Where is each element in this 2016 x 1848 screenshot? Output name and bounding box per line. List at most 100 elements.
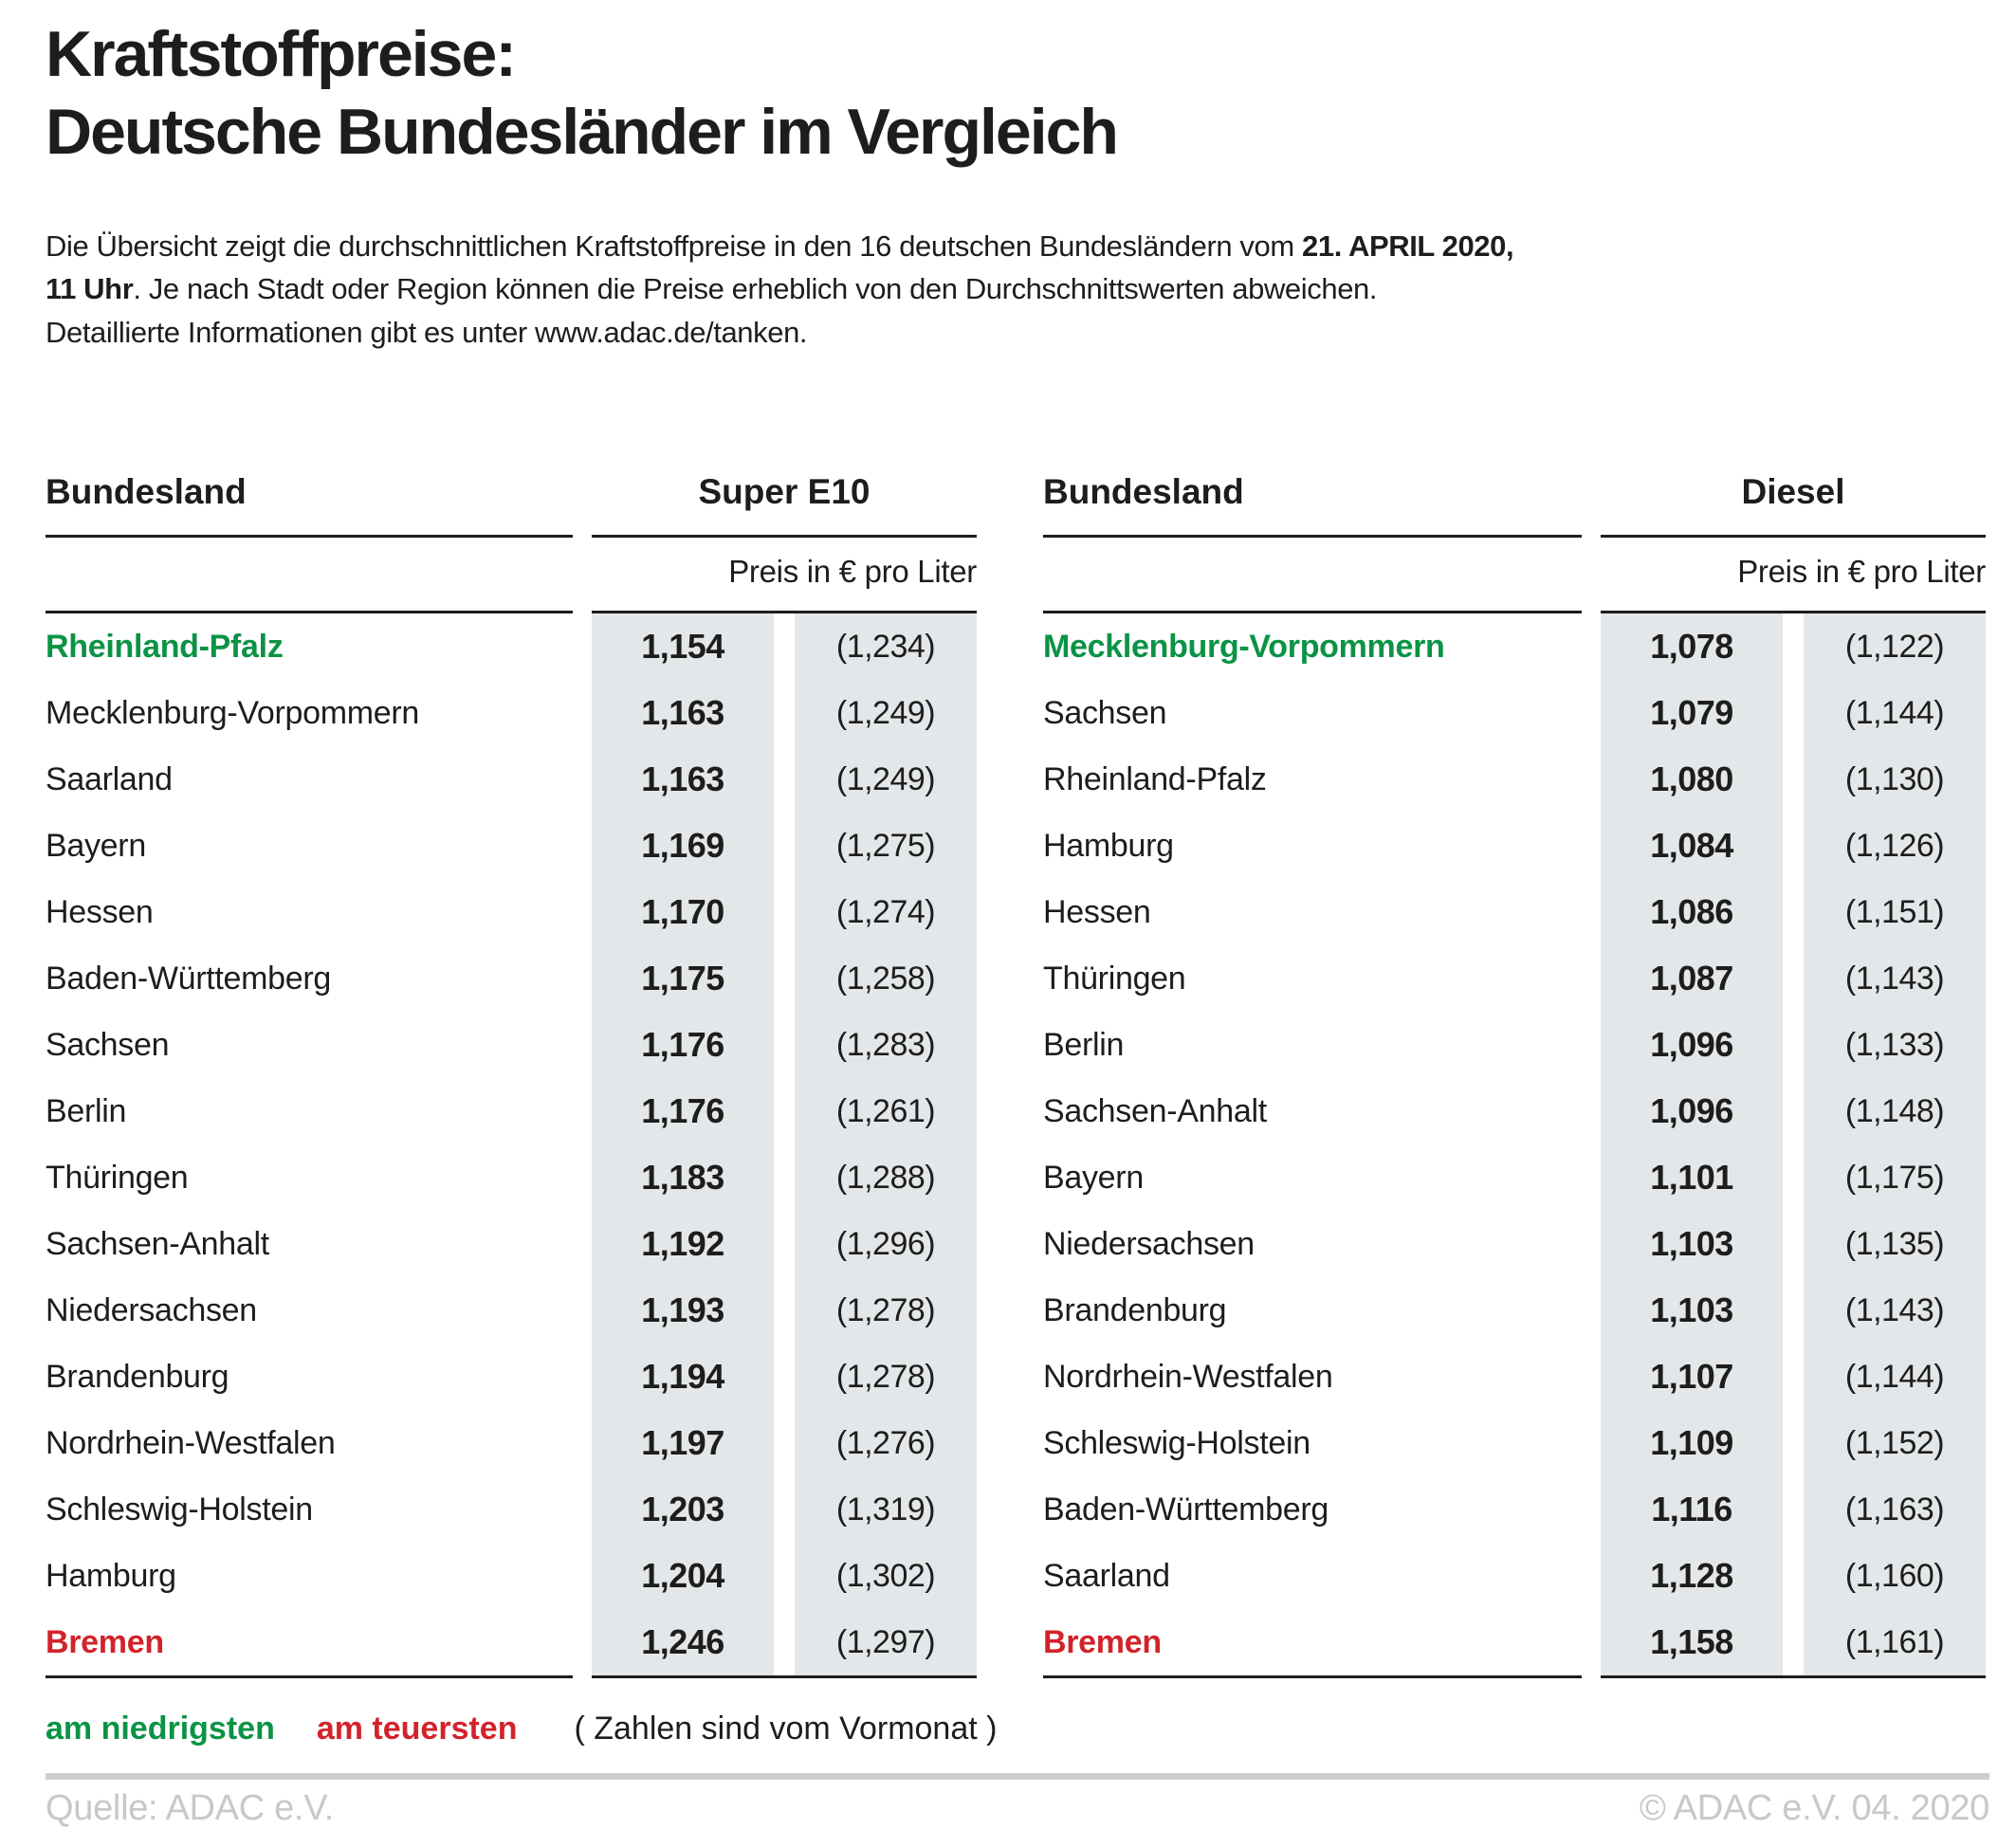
source-label: Quelle: ADAC e.V.	[46, 1788, 335, 1828]
page-title-line1: Kraftstoffpreise:	[46, 18, 517, 90]
table-row: Sachsen 1,079 (1,144)	[1043, 680, 1986, 746]
bundesland-name: Sachsen	[1043, 694, 1167, 731]
price-previous: (1,319)	[795, 1476, 977, 1543]
price-current: 1,176	[592, 1078, 774, 1144]
price-current: 1,087	[1601, 945, 1783, 1012]
price-previous: (1,163)	[1804, 1476, 1986, 1543]
bundesland-name: Saarland	[1043, 1557, 1170, 1594]
price-current: 1,169	[592, 813, 774, 879]
price-current: 1,197	[592, 1410, 774, 1476]
price-current: 1,192	[592, 1211, 774, 1277]
bundesland-name: Hessen	[1043, 893, 1151, 930]
footer: Quelle: ADAC e.V. © ADAC e.V. 04. 2020	[46, 1788, 1989, 1829]
bundesland-name: Hessen	[46, 893, 154, 930]
table-row: Bayern 1,101 (1,175)	[1043, 1144, 1986, 1211]
page-title: Kraftstoffpreise: Deutsche Bundesländer …	[46, 15, 1119, 172]
table-body: Mecklenburg-Vorpommern 1,078 (1,122) Sac…	[1043, 613, 1986, 1675]
price-current: 1,176	[592, 1012, 774, 1078]
price-previous: (1,160)	[1804, 1543, 1986, 1609]
bundesland-name: Bremen	[46, 1623, 164, 1660]
bundesland-name: Nordrhein-Westfalen	[46, 1424, 336, 1461]
price-current: 1,107	[1601, 1344, 1783, 1410]
table-row: Saarland 1,163 (1,249)	[46, 746, 977, 813]
price-previous: (1,296)	[795, 1211, 977, 1277]
price-previous: (1,288)	[795, 1144, 977, 1211]
intro-time: 11 Uhr	[46, 272, 134, 306]
intro-date: 21. APRIL 2020,	[1302, 229, 1514, 263]
legend: am niedrigsten am teuersten ( Zahlen sin…	[46, 1711, 997, 1747]
intro-line3: Detaillierte Informationen gibt es unter…	[46, 315, 808, 349]
table-row: Mecklenburg-Vorpommern 1,163 (1,249)	[46, 680, 977, 746]
price-current: 1,175	[592, 945, 774, 1012]
price-current: 1,183	[592, 1144, 774, 1211]
bundesland-name: Saarland	[46, 760, 173, 797]
legend-lowest: am niedrigsten	[46, 1711, 275, 1747]
price-current: 1,101	[1601, 1144, 1783, 1211]
bundesland-name: Nordrhein-Westfalen	[1043, 1358, 1333, 1395]
bundesland-name: Baden-Württemberg	[1043, 1491, 1329, 1528]
legend-highest: am teuersten	[316, 1711, 518, 1747]
header-rule	[592, 535, 977, 538]
header-rule	[46, 611, 573, 613]
table-row: Bremen 1,246 (1,297)	[46, 1609, 977, 1675]
table-row: Berlin 1,096 (1,133)	[1043, 1012, 1986, 1078]
price-current: 1,154	[592, 613, 774, 680]
price-previous: (1,276)	[795, 1410, 977, 1476]
column-header-bundesland: Bundesland	[46, 472, 247, 511]
bundesland-name: Sachsen-Anhalt	[1043, 1092, 1267, 1129]
page-title-line2: Deutsche Bundesländer im Vergleich	[46, 96, 1119, 169]
price-current: 1,116	[1601, 1476, 1783, 1543]
table-row: Niedersachsen 1,193 (1,278)	[46, 1277, 977, 1344]
unit-label: Preis in € pro Liter	[728, 554, 977, 589]
price-previous: (1,275)	[795, 813, 977, 879]
price-previous: (1,283)	[795, 1012, 977, 1078]
bundesland-name: Mecklenburg-Vorpommern	[46, 694, 420, 731]
bundesland-name: Rheinland-Pfalz	[46, 628, 284, 665]
table-bottom-rule	[1043, 1675, 1986, 1678]
table-header: Bundesland Super E10 Preis in € pro Lite…	[46, 467, 977, 613]
price-previous: (1,126)	[1804, 813, 1986, 879]
bundesland-name: Sachsen	[46, 1026, 170, 1063]
bundesland-name: Rheinland-Pfalz	[1043, 760, 1267, 797]
intro-line1: Die Übersicht zeigt die durchschnittlich…	[46, 229, 1303, 263]
price-current: 1,193	[592, 1277, 774, 1344]
price-current: 1,246	[592, 1609, 774, 1675]
price-previous: (1,130)	[1804, 746, 1986, 813]
price-current: 1,080	[1601, 746, 1783, 813]
fuel-table-super-e10: Bundesland Super E10 Preis in € pro Lite…	[46, 467, 977, 1678]
copyright-label: © ADAC e.V. 04. 2020	[1639, 1788, 1989, 1828]
bundesland-name: Schleswig-Holstein	[46, 1491, 313, 1528]
bundesland-name: Niedersachsen	[1043, 1225, 1255, 1262]
table-row: Baden-Württemberg 1,175 (1,258)	[46, 945, 977, 1012]
table-row: Thüringen 1,087 (1,143)	[1043, 945, 1986, 1012]
price-current: 1,204	[592, 1543, 774, 1609]
table-row: Bremen 1,158 (1,161)	[1043, 1609, 1986, 1675]
table-row: Sachsen-Anhalt 1,096 (1,148)	[1043, 1078, 1986, 1144]
table-row: Rheinland-Pfalz 1,154 (1,234)	[46, 613, 977, 680]
price-previous: (1,144)	[1804, 680, 1986, 746]
header-rule	[46, 535, 573, 538]
price-previous: (1,148)	[1804, 1078, 1986, 1144]
bundesland-name: Berlin	[46, 1092, 127, 1129]
fuel-table-diesel: Bundesland Diesel Preis in € pro Liter M…	[1043, 467, 1986, 1678]
table-row: Thüringen 1,183 (1,288)	[46, 1144, 977, 1211]
price-current: 1,079	[1601, 680, 1783, 746]
bundesland-name: Thüringen	[46, 1159, 189, 1196]
intro-line2: . Je nach Stadt oder Region können die P…	[133, 272, 1378, 306]
price-current: 1,109	[1601, 1410, 1783, 1476]
price-previous: (1,144)	[1804, 1344, 1986, 1410]
price-current: 1,103	[1601, 1211, 1783, 1277]
bundesland-name: Hamburg	[1043, 827, 1174, 864]
price-current: 1,194	[592, 1344, 774, 1410]
price-previous: (1,175)	[1804, 1144, 1986, 1211]
table-bottom-rule-segment	[1043, 1675, 1582, 1678]
table-row: Schleswig-Holstein 1,109 (1,152)	[1043, 1410, 1986, 1476]
table-row: Sachsen 1,176 (1,283)	[46, 1012, 977, 1078]
bundesland-name: Mecklenburg-Vorpommern	[1043, 628, 1445, 665]
table-row: Rheinland-Pfalz 1,080 (1,130)	[1043, 746, 1986, 813]
header-rule	[1043, 535, 1582, 538]
table-body: Rheinland-Pfalz 1,154 (1,234) Mecklenbur…	[46, 613, 977, 1675]
price-previous: (1,151)	[1804, 879, 1986, 945]
table-bottom-rule	[46, 1675, 977, 1678]
